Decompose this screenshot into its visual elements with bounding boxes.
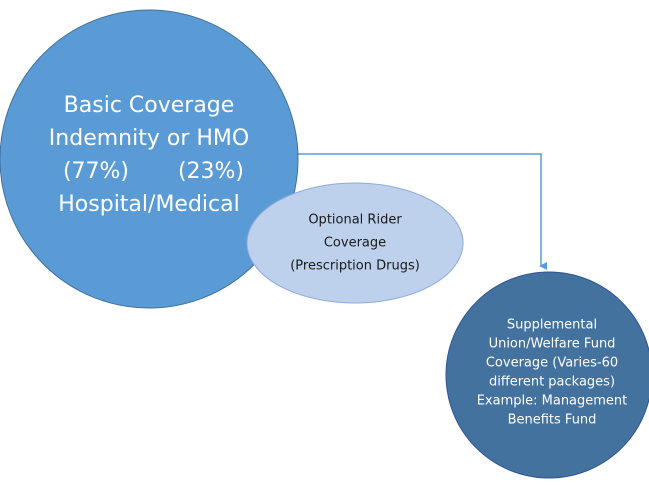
- node-text: Example: Management: [477, 394, 628, 409]
- node-share: (77%): [63, 159, 129, 184]
- supplemental-node: [445, 271, 649, 479]
- node-text: Coverage (Varies-60: [486, 356, 618, 371]
- node-text: (Prescription Drugs): [290, 259, 420, 274]
- node-text: Benefits Fund: [508, 413, 597, 428]
- node-text: Supplemental: [507, 318, 597, 333]
- node-text: Basic Coverage: [64, 93, 235, 118]
- node-text: Indemnity or HMO: [49, 126, 249, 151]
- node-text: Union/Welfare Fund: [489, 337, 616, 352]
- node-text: Coverage: [324, 236, 386, 251]
- node-text: different packages): [489, 375, 615, 390]
- node-text: Optional Rider: [308, 213, 402, 228]
- basic-coverage-node: [0, 9, 299, 309]
- connector-arrow: [296, 153, 547, 270]
- optional-rider-node: [246, 182, 464, 304]
- node-share: (23%): [178, 159, 244, 184]
- node-text: Hospital/Medical: [58, 192, 239, 217]
